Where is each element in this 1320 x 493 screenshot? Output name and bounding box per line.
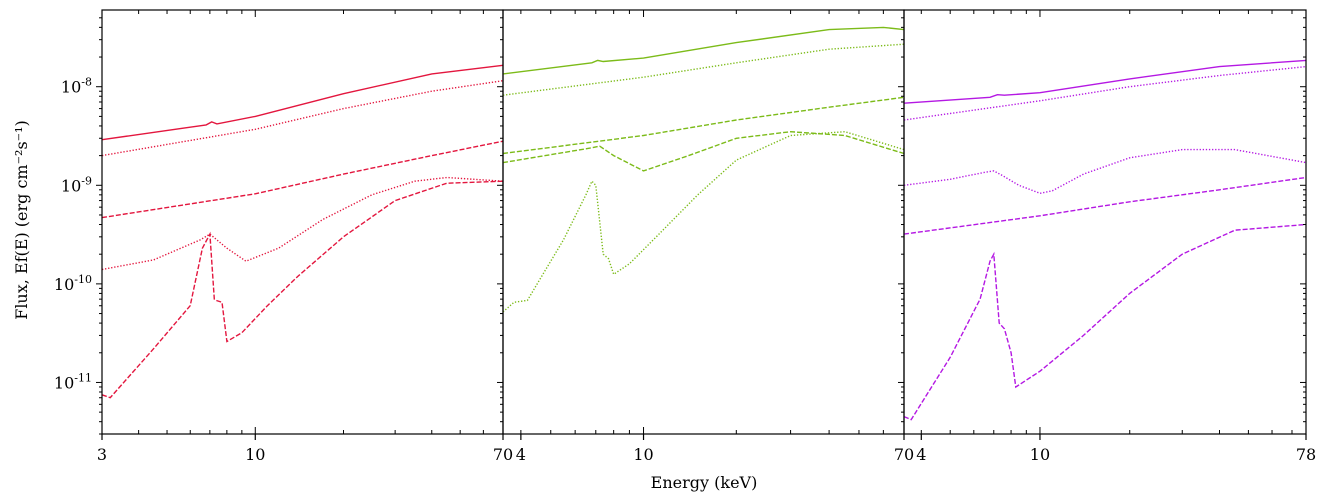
x-tick-label: 70 [493,445,513,464]
panel-2-series-3 [502,96,905,155]
panel-3-series-3 [903,148,1307,195]
x-tick-label: 70 [894,445,914,464]
y-axis: 10-11 10-10 10-9 10-8 [54,17,1306,435]
panel-1-series-3 [101,140,504,219]
panel-2-frame [502,9,905,435]
panel-1-series-4 [101,176,504,271]
x-tick-label: 4 [516,445,526,464]
x-tick-label: 4 [916,445,926,464]
panel-1-frame [101,9,504,435]
x-tick-label: 78 [1296,445,1316,464]
panel-3-series-1 [903,59,1307,104]
panel-2-series-2 [502,43,905,96]
panel-1-series-1 [101,64,504,141]
panel-3-series-4 [903,176,1307,235]
panel-2-series-4 [502,130,905,172]
y-axis-title: Flux, Ef(E) (erg cm⁻²s⁻¹) [12,120,31,320]
y-tick-label: 10-8 [61,76,92,97]
x-tick-label: 10 [633,445,653,464]
panel-1-series-5 [101,180,504,399]
y-tick-label: 10-9 [61,174,92,195]
panel-2-series-1 [502,26,905,75]
panels: 3 10 70 4 10 70 4 10 78 [97,9,1316,464]
panel-2-series-5 [502,130,905,313]
x-tick-label: 10 [1030,445,1050,464]
y-tick-label: 10-10 [54,273,92,294]
panel-3-series-2 [903,65,1307,121]
panel-3: 4 10 78 [903,9,1316,464]
panel-1: 3 10 70 [97,9,513,464]
panel-1-series-2 [101,80,504,157]
x-tick-label: 3 [97,445,107,464]
x-tick-label: 10 [245,445,265,464]
panel-3-frame [903,9,1307,435]
y-tick-label: 10-11 [54,371,92,392]
panel-2: 4 10 70 [502,9,914,464]
panel-3-series-5 [903,223,1307,421]
x-axis-title: Energy (keV) [651,473,758,492]
